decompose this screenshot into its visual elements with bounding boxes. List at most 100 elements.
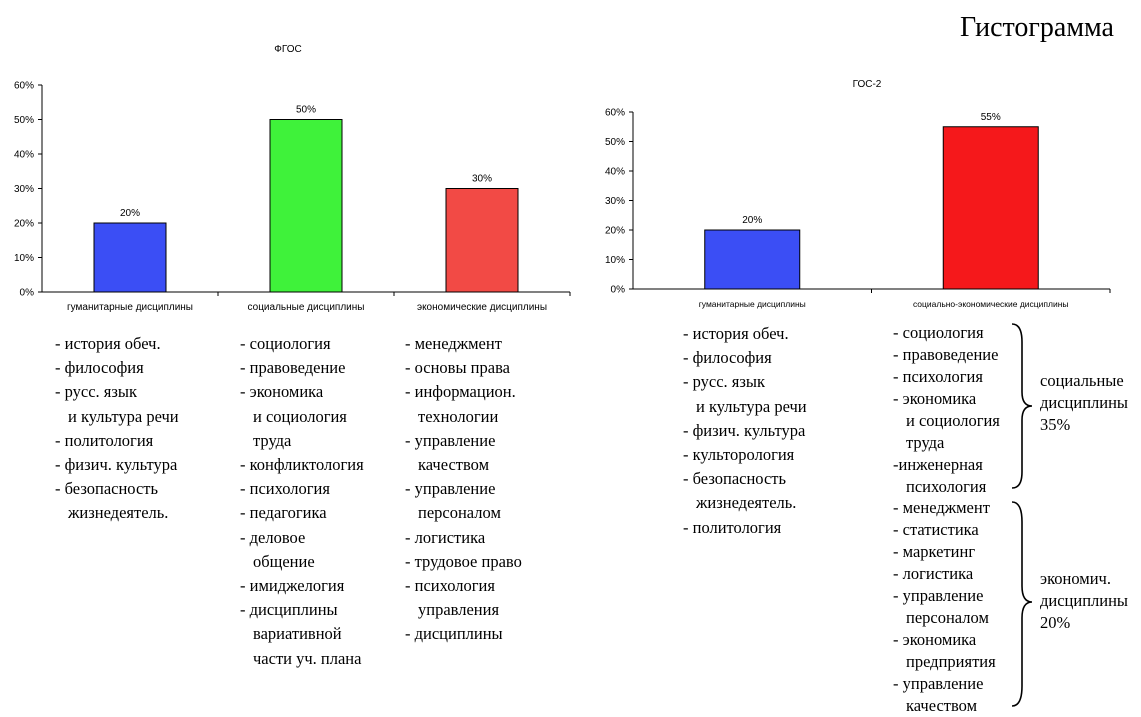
discipline-name-continuation: технологии: [418, 406, 499, 426]
y-tick-label: 40%: [605, 167, 625, 178]
discipline-name-continuation: персоналом: [906, 608, 989, 627]
discipline-name: - физич. культура: [55, 455, 178, 475]
bar: [93, 222, 167, 293]
discipline-item: - логистика: [893, 563, 996, 585]
discipline-name: - правоведение: [893, 345, 999, 364]
discipline-name-continuation: управления: [418, 600, 500, 620]
discipline-name: - русс. язык: [683, 372, 766, 392]
discipline-item: - социология: [893, 322, 1000, 344]
data-label: 55%: [981, 112, 1001, 123]
discipline-item: - управление персоналом: [893, 585, 996, 629]
discipline-item: - история обеч.: [55, 332, 179, 356]
category-label: социальные дисциплины: [248, 302, 365, 313]
discipline-name-continuation: и культура речи: [696, 396, 807, 416]
discipline-name: - управление: [405, 479, 496, 499]
y-tick-label: 50%: [14, 115, 34, 126]
discipline-item: - трудовое право: [405, 550, 522, 574]
discipline-name: - культорология: [683, 445, 795, 465]
y-tick-label: 0%: [20, 288, 35, 299]
discipline-item: - педагогика: [240, 501, 364, 525]
fgos-chart: 0% 10% 20% 30% 40% 50% 60% 20% гуманитарные дисц…: [14, 81, 571, 313]
discipline-name: - менеджмент: [893, 498, 990, 517]
discipline-name: - политология: [683, 517, 782, 537]
y-tick-label: 60%: [605, 108, 625, 119]
bar: [704, 229, 801, 290]
category-label: экономические дисциплины: [417, 302, 547, 313]
bar: [445, 188, 519, 293]
discipline-name: - философия: [683, 348, 772, 368]
discipline-name-continuation: и социология: [906, 411, 1000, 430]
discipline-item: - безопасность жизнедеятель.: [55, 477, 179, 525]
discipline-item: - основы права: [405, 356, 522, 380]
social-group-label-line: дисциплины: [1040, 393, 1129, 412]
y-tick-label: 50%: [605, 137, 625, 148]
discipline-name: - дисциплины: [405, 624, 503, 644]
economic-group-label: экономич. дисциплины 20%: [1040, 568, 1128, 634]
discipline-name: - менеджмент: [405, 334, 502, 353]
y-tick-label: 30%: [14, 184, 34, 195]
discipline-name: -инженерная: [893, 455, 983, 474]
fgos-chart-title: ФГОС: [274, 44, 302, 55]
discipline-name: - экономика: [240, 382, 324, 402]
discipline-name-continuation: персоналом: [418, 503, 501, 523]
discipline-name: - управление: [405, 430, 496, 450]
discipline-item: - конфликтология: [240, 453, 364, 477]
economic-group-percent: 20%: [1040, 613, 1071, 632]
discipline-item: - психология: [240, 477, 364, 501]
discipline-item: - безопасность жизнедеятель.: [683, 467, 807, 515]
category-label: гуманитарные дисциплины: [67, 302, 193, 313]
discipline-item: - управление качеством: [893, 673, 996, 717]
category-label: гуманитарные дисциплины: [699, 299, 806, 309]
y-tick-label: 0%: [611, 285, 626, 296]
fgos-social-list: - социология - правоведение - экономика и с…: [240, 332, 364, 671]
discipline-name: - основы права: [405, 358, 510, 378]
economic-group-label-line: дисциплины: [1040, 591, 1129, 610]
discipline-name: - имиджелогия: [240, 576, 345, 596]
discipline-item: - психология управления: [405, 574, 522, 622]
discipline-name: - психология: [893, 367, 983, 386]
discipline-name: - социология: [240, 334, 331, 353]
y-tick-label: 20%: [14, 219, 34, 230]
discipline-item: - русс. язык и культура речи: [55, 380, 179, 428]
discipline-name-continuation: предприятия: [906, 652, 996, 671]
discipline-item: - дисциплины: [405, 622, 522, 646]
discipline-item: - философия: [683, 346, 807, 370]
y-tick-label: 30%: [605, 196, 625, 207]
discipline-name-continuation: жизнедеятель.: [68, 503, 169, 523]
discipline-name-continuation: качеством: [906, 696, 978, 715]
discipline-item: - русс. язык и культура речи: [683, 370, 807, 418]
discipline-name: - управление: [893, 586, 984, 605]
discipline-name: - социология: [893, 323, 984, 342]
y-tick-label: 40%: [14, 150, 34, 161]
discipline-item: - политология: [683, 516, 807, 540]
gos2-social-list: - социология - правоведение - психология - …: [893, 322, 1000, 498]
data-label: 50%: [296, 105, 316, 116]
discipline-name-continuation: части уч. плана: [253, 648, 362, 668]
discipline-name-continuation: и социология: [253, 406, 347, 426]
social-group-percent: 35%: [1040, 415, 1071, 434]
discipline-name: - история обеч.: [683, 324, 789, 343]
y-tick-label: 10%: [605, 255, 625, 266]
discipline-name-continuation: общение: [253, 551, 315, 571]
discipline-name: - педагогика: [240, 503, 327, 523]
discipline-name: - трудовое право: [405, 551, 522, 571]
discipline-item: - управление качеством: [405, 429, 522, 477]
discipline-item: - деловое общение: [240, 526, 364, 574]
discipline-item: - психология: [893, 366, 1000, 388]
discipline-name-continuation: психология: [906, 477, 987, 496]
discipline-item: - дисциплины вариативной части уч. плана: [240, 598, 364, 671]
discipline-item: - имиджелогия: [240, 574, 364, 598]
discipline-item: - политология: [55, 429, 179, 453]
social-group-label-line: социальные: [1040, 371, 1124, 390]
discipline-name: - логистика: [893, 564, 974, 583]
discipline-item: - менеджмент: [405, 332, 522, 356]
data-label: 30%: [472, 174, 492, 185]
discipline-name: - психология: [405, 576, 495, 596]
discipline-item: - экономика предприятия: [893, 629, 996, 673]
discipline-item: - экономика и социология труда: [240, 380, 364, 453]
discipline-name: - маркетинг: [893, 542, 976, 561]
discipline-item: - информацион. технологии: [405, 380, 522, 428]
discipline-item: - физич. культура: [683, 419, 807, 443]
fgos-economic-list: - менеджмент - основы права - информацион.…: [405, 332, 522, 647]
discipline-name: - управление: [893, 674, 984, 693]
